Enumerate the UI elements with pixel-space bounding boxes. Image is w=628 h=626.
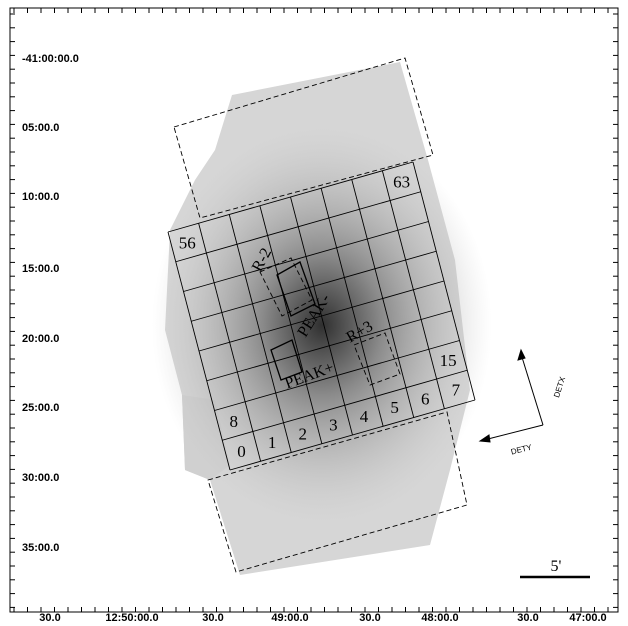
x-axis-label: 30.0: [359, 612, 380, 624]
x-axis-label: 47:00.0: [569, 612, 606, 624]
x-axis-label: 30.0: [39, 612, 60, 624]
cell-label: 56: [179, 234, 196, 253]
cell-label: 15: [440, 351, 457, 370]
compass-label: DETY: [510, 442, 534, 456]
y-axis-label: 30:00.0: [22, 472, 59, 484]
y-axis-label: -41:00:00.0: [22, 53, 79, 65]
cell-label: 6: [421, 389, 430, 408]
y-axis-label: 35:00.0: [22, 542, 59, 554]
cell-label: 5: [390, 398, 399, 417]
cell-label: 7: [452, 381, 461, 400]
x-axis-label: 49:00.0: [271, 612, 308, 624]
y-axis-label: 10:00.0: [22, 191, 59, 203]
figure: 012345678155663-41:00:00.005:00.010:00.0…: [0, 0, 628, 626]
y-axis-label: 25:00.0: [22, 402, 59, 414]
cell-label: 4: [360, 407, 369, 426]
cell-label: 2: [298, 424, 307, 443]
y-axis-label: 20:00.0: [22, 333, 59, 345]
x-axis-label: 30.0: [517, 612, 538, 624]
cell-label: 63: [393, 172, 410, 191]
cell-label: 8: [229, 412, 238, 431]
compass-label: DETX: [552, 375, 567, 399]
x-axis-label: 12:50:00.0: [105, 612, 158, 624]
scale-bar-label: 5': [551, 558, 562, 575]
y-axis-label: 15:00.0: [22, 263, 59, 275]
cell-label: 1: [268, 433, 277, 452]
x-axis-label: 48:00.0: [421, 612, 458, 624]
compass: [480, 350, 543, 442]
cell-label: 0: [237, 442, 246, 461]
cell-label: 3: [329, 416, 338, 435]
y-axis-label: 05:00.0: [22, 122, 59, 134]
x-axis-label: 30.0: [202, 612, 223, 624]
